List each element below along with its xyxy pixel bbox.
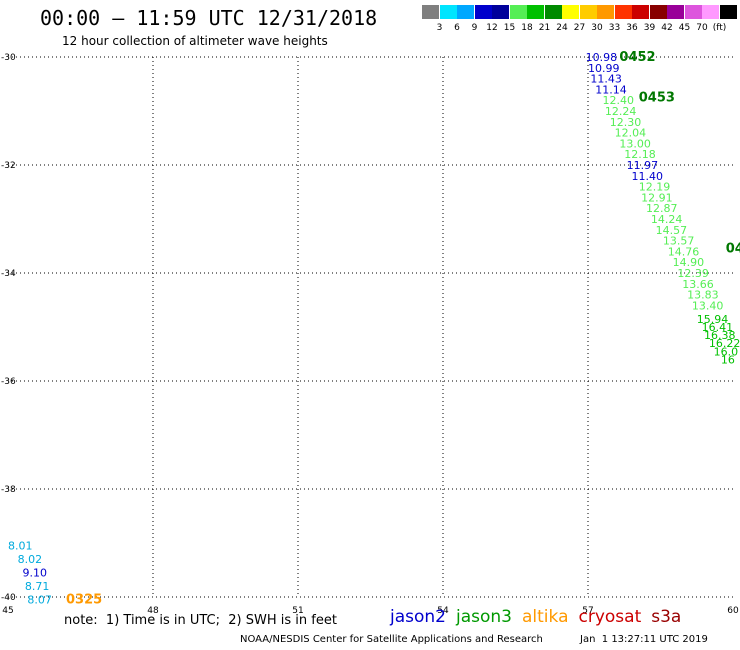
colorbar-label: 30 (591, 23, 603, 33)
satellite-legend: jason2 jason3 altika cryosat s3a (390, 607, 691, 627)
wave-height-point: 11.43 (590, 73, 622, 86)
colorbar-label: 70 (696, 23, 708, 33)
colorbar-label: 9 (471, 23, 478, 33)
wave-height-point: 13.57 (663, 235, 695, 248)
colorbar-label: 42 (661, 23, 673, 33)
chart-title: 00:00 — 11:59 UTC 12/31/2018 (40, 6, 378, 30)
x-tick-label: 51 (292, 606, 303, 616)
wave-height-point: 8.02 (18, 553, 42, 566)
wave-height-point: 13.00 (619, 137, 651, 150)
wave-height-point: 12.91 (641, 191, 673, 204)
x-tick-label: 54 (437, 606, 449, 616)
colorbar-swatch (684, 5, 702, 19)
wave-height-point: 14.57 (656, 224, 688, 237)
wave-height-point: 16.22 (709, 337, 740, 350)
colorbar-swatch (527, 5, 544, 19)
wave-height-point: 13.40 (692, 299, 724, 312)
wave-height-point: 13.83 (687, 289, 719, 302)
colorbar-label: 15 (503, 23, 516, 33)
wave-height-point: 12.39 (677, 267, 709, 280)
wave-height-point: 12.19 (639, 181, 671, 194)
wave-height-point: 12.30 (610, 116, 642, 129)
y-tick-label: -30 (1, 53, 16, 63)
colorbar-swatch (719, 5, 737, 19)
wave-height-point: 16.0 (714, 345, 739, 358)
note-text: note: 1) Time is in UTC; 2) SWH is in fe… (64, 613, 337, 628)
x-tick-label: 48 (147, 606, 159, 616)
wave-height-point: 14.76 (668, 245, 700, 258)
colorbar-label: 36 (626, 23, 638, 33)
wave-height-point: 13.66 (682, 278, 714, 291)
colorbar-swatch (649, 5, 667, 19)
x-tick-label: 60 (727, 606, 739, 616)
wave-height-point: 12.40 (603, 94, 635, 107)
wave-height-point: 11.14 (595, 83, 627, 96)
wave-height-point: 14.90 (673, 256, 705, 269)
colorbar-swatch (509, 5, 527, 19)
colorbar-label: 12 (486, 23, 498, 33)
wave-height-point: 16.38 (704, 329, 736, 342)
wave-height-point: 16.41 (702, 321, 734, 334)
y-tick-label: -32 (1, 161, 16, 171)
pass-time-label: 045 (726, 242, 740, 257)
legend-jason3: jason3 (456, 607, 512, 627)
colorbar-label: 6 (454, 23, 460, 33)
y-tick-label: -36 (1, 377, 16, 387)
colorbar-swatch (562, 5, 579, 19)
legend-altika: altika (522, 607, 569, 627)
chart-subtitle: 12 hour collection of altimeter wave hei… (62, 34, 328, 48)
wave-height-point: 8.01 (8, 540, 33, 553)
colorbar-label: 3 (436, 23, 443, 33)
wave-height-point: 10.99 (588, 62, 620, 75)
colorbar-swatch (597, 5, 614, 19)
pass-time-label: 0453 (639, 91, 675, 106)
colorbar-swatch (439, 5, 457, 19)
wave-height-point: 11.97 (627, 159, 659, 172)
colorbar-swatch (579, 5, 597, 19)
wave-height-point: 12.24 (605, 105, 637, 118)
wave-height-point: 16 (721, 353, 735, 366)
colorbar-label: 33 (608, 23, 621, 33)
wave-height-point: 14.24 (651, 213, 683, 226)
colorbar-swatch (544, 5, 562, 19)
colorbar-swatch (702, 5, 719, 19)
wave-height-point: 11.40 (632, 170, 664, 183)
wave-height-point: 9.10 (23, 567, 48, 580)
legend-cryosat: cryosat (578, 607, 642, 627)
colorbar-swatch (492, 5, 509, 19)
y-tick-label: -38 (1, 485, 16, 495)
colorbar-label: (ft) (712, 23, 727, 33)
pass-time-label: 0452 (619, 50, 655, 65)
colorbar-swatch (457, 5, 474, 19)
colorbar-label: 24 (556, 23, 568, 33)
colorbar-swatch (632, 5, 649, 19)
x-tick-label: 57 (582, 606, 593, 616)
wave-height-point: 12.87 (646, 202, 678, 215)
wave-height-point: 15.94 (697, 313, 729, 326)
colorbar-swatch (667, 5, 684, 19)
wave-height-point: 8.07 (27, 594, 52, 607)
pass-time-label: 0325 (66, 593, 102, 608)
colorbar-label: 39 (643, 23, 656, 33)
colorbar-swatch (474, 5, 492, 19)
colorbar-swatch (614, 5, 632, 19)
wave-height-point: 12.04 (615, 127, 647, 140)
colorbar-swatch (422, 5, 439, 19)
wave-height-point: 8.71 (25, 580, 49, 593)
colorbar-label: 27 (573, 23, 586, 33)
legend-jason2: jason2 (390, 607, 446, 627)
wave-height-point: 10.98 (586, 51, 618, 64)
footer-credit: NOAA/NESDIS Center for Satellite Applica… (240, 634, 543, 645)
x-tick-label: 45 (2, 606, 13, 616)
legend-s3a: s3a (651, 607, 682, 627)
colorbar-label: 21 (538, 23, 551, 33)
colorbar-label: 18 (521, 23, 533, 33)
generated-timestamp: Jan 1 13:27:11 UTC 2019 (580, 634, 708, 645)
colorbar-label: 45 (678, 23, 691, 33)
y-tick-label: -34 (1, 269, 16, 279)
wave-height-point: 12.18 (624, 148, 656, 161)
y-tick-label: -40 (1, 593, 16, 603)
